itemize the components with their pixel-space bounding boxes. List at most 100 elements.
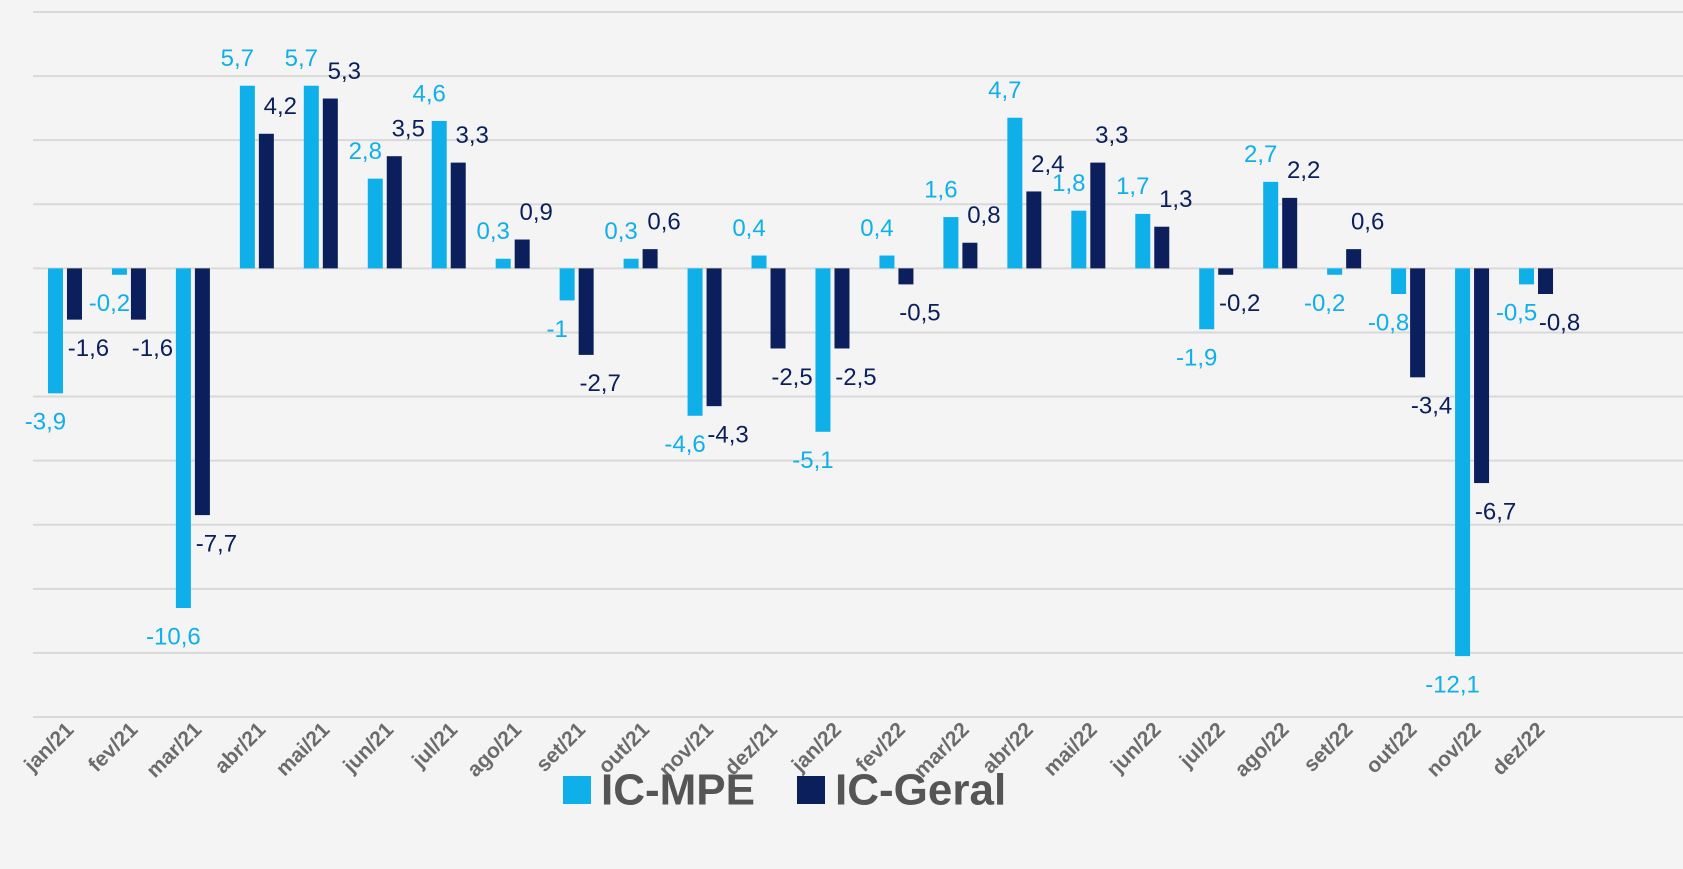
value-label: 1,6 xyxy=(924,176,957,203)
value-label: 0,3 xyxy=(604,218,637,245)
value-label: 2,8 xyxy=(349,138,382,165)
value-label: 0,6 xyxy=(1351,208,1384,235)
value-label: 0,4 xyxy=(860,215,893,242)
value-label: 5,7 xyxy=(285,45,318,72)
bar xyxy=(834,268,850,349)
bar xyxy=(431,120,447,269)
x-tick-label: nov/22 xyxy=(1422,718,1485,781)
value-label: 0,4 xyxy=(732,215,765,242)
value-label: 2,7 xyxy=(1244,141,1277,168)
value-label: -3,9 xyxy=(25,409,66,436)
value-label: -4,6 xyxy=(664,431,705,458)
value-label: -1 xyxy=(546,316,567,343)
bar xyxy=(1218,268,1234,275)
x-tick-label: out/22 xyxy=(1362,718,1422,778)
value-label: -1,9 xyxy=(1176,345,1217,372)
value-label: 5,3 xyxy=(328,58,361,85)
value-label: 0,9 xyxy=(520,199,553,226)
bar xyxy=(495,258,511,269)
value-label: 4,7 xyxy=(988,77,1021,104)
bar xyxy=(623,258,639,269)
bar xyxy=(1135,213,1151,269)
bar xyxy=(1154,226,1170,269)
legend-swatch xyxy=(797,776,825,804)
value-label: 2,4 xyxy=(1031,151,1064,178)
value-label: -4,3 xyxy=(707,422,748,449)
value-label: -5,1 xyxy=(792,447,833,474)
value-label: -12,1 xyxy=(1425,671,1480,698)
bar xyxy=(943,217,959,269)
bar xyxy=(1026,191,1042,269)
bar xyxy=(687,268,703,416)
value-label: -2,7 xyxy=(579,370,620,397)
x-tick-label: jul/21 xyxy=(407,718,462,773)
bar xyxy=(1263,181,1279,269)
bar xyxy=(1071,210,1087,269)
bar xyxy=(879,255,895,269)
value-label: -0,5 xyxy=(1496,300,1537,327)
value-label: -10,6 xyxy=(146,623,201,650)
value-label: 0,3 xyxy=(477,218,510,245)
x-tick-label: mai/21 xyxy=(272,718,335,781)
value-label: 3,3 xyxy=(1095,122,1128,149)
bar xyxy=(111,268,127,275)
bar xyxy=(1346,249,1362,269)
x-tick-label: abr/21 xyxy=(210,718,270,778)
bar xyxy=(1410,268,1426,378)
bar xyxy=(258,133,274,269)
bar xyxy=(130,268,146,320)
legend-swatch xyxy=(563,776,591,804)
bar xyxy=(1282,197,1298,269)
value-label: 4,2 xyxy=(264,93,297,120)
value-label: -0,8 xyxy=(1539,309,1580,336)
bar xyxy=(1538,268,1554,294)
bar xyxy=(239,85,255,269)
value-label: -0,8 xyxy=(1368,309,1409,336)
x-tick-label: ago/22 xyxy=(1230,718,1293,781)
bar xyxy=(194,268,210,516)
value-label: 0,6 xyxy=(647,208,680,235)
bar xyxy=(386,156,402,269)
bar xyxy=(450,162,466,269)
x-tick-label: ago/21 xyxy=(463,718,527,782)
value-label: 3,5 xyxy=(392,116,425,143)
bar xyxy=(1391,268,1407,294)
bar xyxy=(898,268,914,285)
value-label: -0,2 xyxy=(1304,290,1345,317)
value-label: -6,7 xyxy=(1475,498,1516,525)
x-tick-label: dez/22 xyxy=(1488,718,1550,780)
value-label: 5,7 xyxy=(221,45,254,72)
legend-label: IC-Geral xyxy=(835,766,1006,815)
bar xyxy=(1474,268,1490,484)
bar xyxy=(322,98,338,269)
bar xyxy=(1007,117,1023,269)
value-label: -1,6 xyxy=(68,335,109,362)
bar xyxy=(47,268,63,394)
value-label: 2,2 xyxy=(1287,157,1320,184)
bar xyxy=(1455,268,1471,657)
legend-label: IC-MPE xyxy=(601,766,755,815)
value-label: -0,2 xyxy=(89,290,130,317)
bar xyxy=(514,239,530,269)
bar xyxy=(578,268,594,355)
bar xyxy=(1199,268,1215,330)
bar xyxy=(1327,268,1343,275)
value-label: -1,6 xyxy=(132,335,173,362)
bar xyxy=(751,255,767,269)
bar xyxy=(815,268,831,432)
bar xyxy=(1090,162,1106,269)
value-label: 1,8 xyxy=(1052,170,1085,197)
bar xyxy=(770,268,786,349)
x-tick-label: set/22 xyxy=(1299,718,1357,776)
bar xyxy=(175,268,191,609)
bar xyxy=(66,268,82,320)
x-tick-label: mar/21 xyxy=(142,718,206,782)
value-label: -2,5 xyxy=(835,364,876,391)
value-label: 1,3 xyxy=(1159,186,1192,213)
bar xyxy=(1519,268,1535,285)
value-label: -0,5 xyxy=(899,300,940,327)
bar xyxy=(642,249,658,269)
value-label: 1,7 xyxy=(1116,173,1149,200)
x-tick-label: jun/22 xyxy=(1106,718,1166,778)
